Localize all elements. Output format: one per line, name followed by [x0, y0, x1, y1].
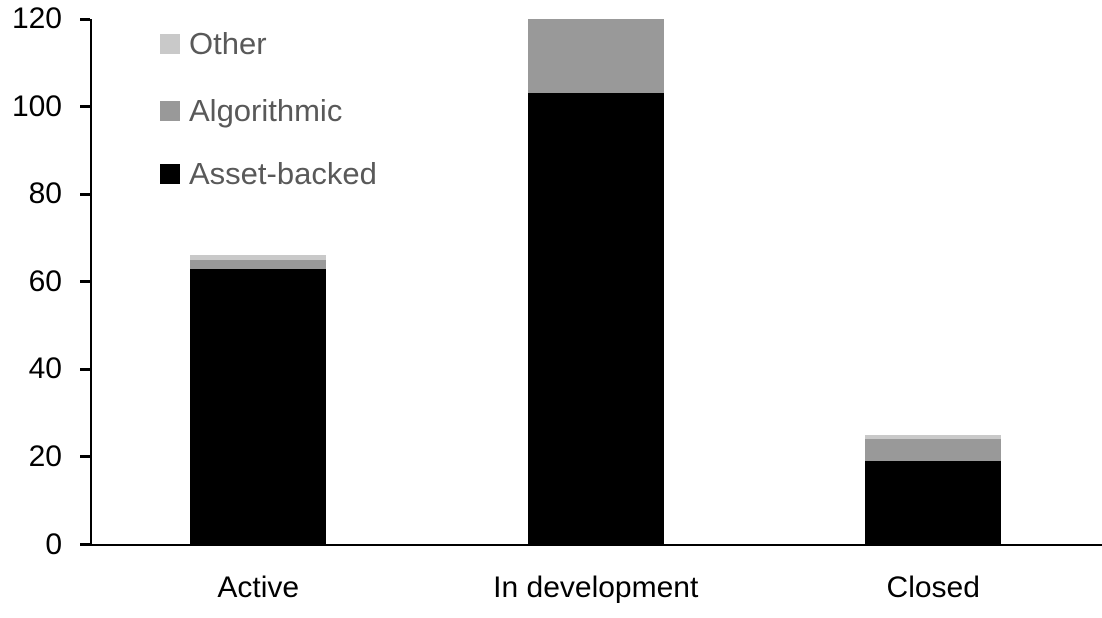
y-tick-label-100: 100 — [11, 89, 62, 123]
bar-segment-closed-other — [865, 435, 1002, 440]
legend-item-asset-backed: Asset-backed — [160, 158, 377, 189]
y-tick-120 — [79, 17, 90, 21]
y-tick-100 — [79, 105, 90, 109]
bar-segment-closed-asset-backed — [865, 461, 1002, 545]
bar-segment-active-asset-backed — [190, 268, 327, 545]
legend-item-other: Other — [160, 28, 267, 59]
bar-segment-in-development-algorithmic — [527, 19, 664, 94]
legend-label-asset-backed: Asset-backed — [189, 156, 377, 191]
y-tick-80 — [79, 192, 90, 196]
category-label-closed: Closed — [886, 571, 980, 604]
legend-swatch-algorithmic — [160, 100, 180, 121]
legend-item-algorithmic: Algorithmic — [160, 95, 342, 126]
y-tick-20 — [79, 455, 90, 459]
y-tick-label-80: 80 — [28, 177, 62, 211]
legend-label-other: Other — [189, 26, 267, 61]
y-tick-label-40: 40 — [28, 352, 62, 386]
legend-label-algorithmic: Algorithmic — [189, 93, 343, 128]
y-tick-40 — [79, 367, 90, 371]
y-tick-label-20: 20 — [28, 439, 62, 473]
bar-segment-in-development-asset-backed — [527, 93, 664, 545]
y-tick-label-60: 60 — [28, 264, 62, 298]
bar-segment-active-algorithmic — [190, 259, 327, 269]
x-axis-line — [89, 543, 1102, 546]
legend-swatch-other — [160, 33, 180, 54]
category-label-active: Active — [217, 571, 300, 604]
bar-segment-closed-algorithmic — [865, 439, 1002, 462]
y-tick-0 — [79, 543, 90, 546]
bar-segment-active-other — [190, 255, 327, 260]
legend-swatch-asset-backed — [160, 163, 180, 184]
y-tick-label-0: 0 — [45, 527, 62, 561]
y-axis-line — [89, 19, 92, 546]
y-tick-60 — [79, 280, 90, 284]
category-label-in-development: In development — [493, 571, 699, 604]
y-tick-label-120: 120 — [11, 2, 62, 35]
